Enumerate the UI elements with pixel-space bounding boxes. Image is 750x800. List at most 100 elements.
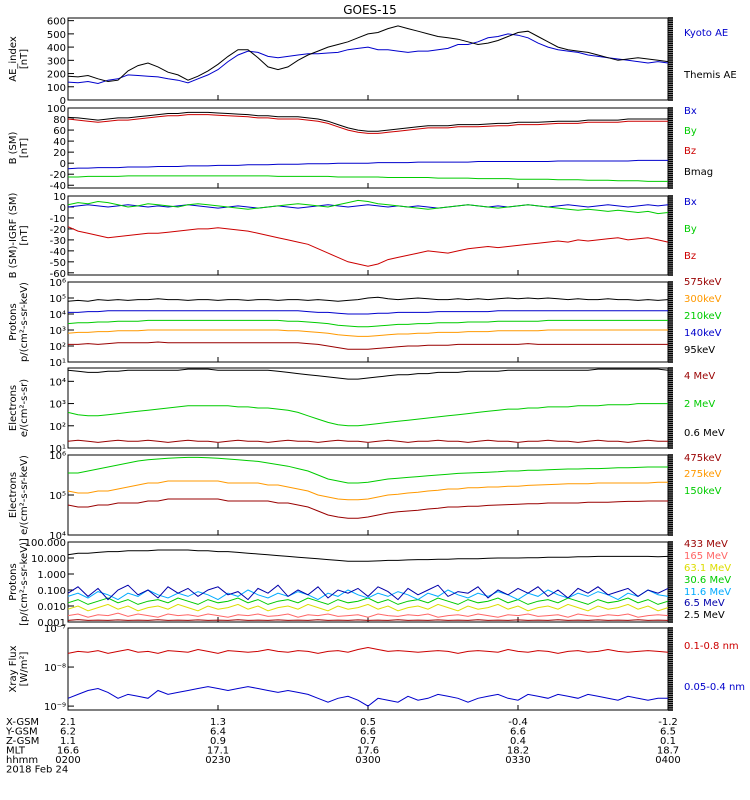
y-axis-label: p/(cm²-s-sr-keV) (19, 282, 30, 362)
y-tick-label: 10⁵ (49, 491, 66, 502)
series-line-bx (67, 204, 669, 209)
x-axis-tick-value: 18.2 (507, 746, 529, 757)
legend-entry: By (684, 224, 697, 235)
chart-title: GOES-15 (343, 3, 397, 17)
y-tick-label: 100 (47, 104, 66, 115)
legend-entry: 0.1-0.8 nm (684, 641, 739, 652)
series-line-by (67, 199, 669, 215)
series-line-575kev (68, 341, 668, 350)
y-tick-label: -60 (50, 269, 66, 280)
y-tick-label: 10⁴ (49, 377, 66, 388)
y-tick-label: 10¹ (49, 444, 66, 455)
legend-entry: 475keV (684, 453, 722, 464)
series-line-bz (67, 114, 668, 134)
x-axis-tick-value: 0.9 (210, 736, 226, 747)
series-line-0-6-mev (67, 368, 669, 380)
y-tick-label: 600 (47, 17, 66, 28)
x-axis-row-label: Y-GSM (5, 727, 38, 738)
legend-entry: Bz (684, 146, 696, 157)
y-axis-label: Protons (8, 563, 19, 600)
series-line-bz (67, 226, 669, 267)
y-tick-label: 10⁴ (49, 531, 66, 542)
x-axis-tick-value: 18.7 (657, 746, 679, 757)
y-tick-label: 10 (53, 192, 66, 203)
x-axis-tick-value: 1.1 (60, 736, 76, 747)
legend-entry: 210keV (684, 311, 722, 322)
panel-electrons1: 10¹ 10² 10³ 10⁴ Electrons e/(cm²-s-sr) 4 MeV 2 … (8, 367, 725, 455)
y-axis-label: e/(cm²-s-sr) (19, 379, 30, 437)
legend-entry: Themis AE (683, 70, 737, 81)
y-tick-label: -40 (50, 181, 66, 192)
y-tick-label: 10¹ (49, 358, 66, 369)
legend-entry: 300keV (684, 294, 722, 305)
legend-entry: Kyoto AE (684, 28, 728, 39)
y-tick-label: 0.100 (37, 586, 66, 597)
y-axis-label: [nT] (19, 225, 30, 245)
y-axis-label: [nT] (19, 138, 30, 158)
panel-electrons2: 10⁴ 10⁵ 10⁶ Electrons e/(cm²-s-sr-keV) 475keV… (8, 451, 722, 542)
series-line-kyoto-ae (67, 33, 669, 85)
series-line-4-mev (67, 439, 668, 443)
y-axis-label: [p/(cm²-s-sr-keV)] (19, 538, 30, 626)
y-tick-label: -10 (50, 214, 66, 225)
series-line-150kev (68, 456, 668, 484)
x-axis-row-label: Z-GSM (6, 736, 39, 747)
series-line-themis-ae (67, 25, 669, 83)
series-line-2-5-mev (67, 549, 669, 562)
x-axis-tick-value: 0.1 (660, 736, 676, 747)
x-axis-row-label: MLT (6, 746, 26, 757)
y-tick-label: 10² (49, 422, 66, 433)
legend-entry: 275keV (684, 469, 722, 480)
y-tick-label: 10⁶ (49, 278, 66, 289)
y-axis-label: B (SM)-IGRF (SM) (8, 193, 19, 279)
y-tick-label: 500 (47, 30, 66, 41)
date-label: 2018 Feb 24 (6, 765, 68, 776)
y-axis-label: AE_index (8, 36, 19, 82)
y-tick-label: 80 (53, 115, 66, 126)
x-axis-tick-value: -1.2 (658, 717, 678, 728)
y-tick-label: 10⁻⁷ (44, 624, 66, 635)
x-axis-tick-value: 16.6 (57, 746, 79, 757)
y-tick-label: 10³ (49, 400, 66, 411)
y-axis-label: [W/m²] (19, 651, 30, 686)
x-axis-tick-value: 0400 (655, 755, 680, 766)
legend-entry: Bz (684, 251, 696, 262)
legend-entry: 63.1 MeV (684, 563, 731, 574)
y-axis-label: e/(cm²-s-sr-keV) (19, 455, 30, 535)
x-axis-tick-value: 6.6 (510, 727, 526, 738)
legend-entry: 2.5 MeV (684, 610, 725, 621)
y-tick-label: 0.010 (37, 602, 66, 613)
series-line-2-mev (67, 403, 668, 427)
legend-entry: Bx (684, 197, 697, 208)
y-tick-label: 0 (60, 159, 66, 170)
y-tick-label: 10⁵ (49, 294, 66, 305)
x-axis-tick-value: 0.5 (360, 717, 376, 728)
panel-ae: 0 100 200 300 400 500 600 AE_index [nT] Kyoto AE T… (8, 17, 737, 107)
x-axis-tick-value: 0330 (505, 755, 530, 766)
legend-entry: 0.05-0.4 nm (684, 682, 745, 693)
legend-entry: Bmag (684, 167, 713, 178)
x-axis-tick-value: 6.4 (210, 727, 226, 738)
y-tick-label: -30 (50, 236, 66, 247)
series-line-6-5-mev (67, 584, 669, 601)
y-tick-label: 0 (60, 96, 66, 107)
x-axis-tick-value: 6.5 (660, 727, 676, 738)
y-tick-label: 100 (47, 83, 66, 94)
series-line-140kev (68, 310, 668, 315)
y-tick-label: 0 (60, 203, 66, 214)
x-axis-tick-value: 17.1 (207, 746, 229, 757)
y-tick-label: 0.001 (37, 618, 66, 629)
legend-entry: 0.6 MeV (684, 428, 725, 439)
y-tick-label: 20 (53, 148, 66, 159)
y-tick-label: 10.000 (31, 554, 66, 565)
legend-entry: 4 MeV (684, 371, 715, 382)
x-axis-row-label: hhmm (6, 755, 38, 766)
series-line-95kev (67, 296, 669, 302)
y-tick-label: 10⁴ (49, 310, 66, 321)
